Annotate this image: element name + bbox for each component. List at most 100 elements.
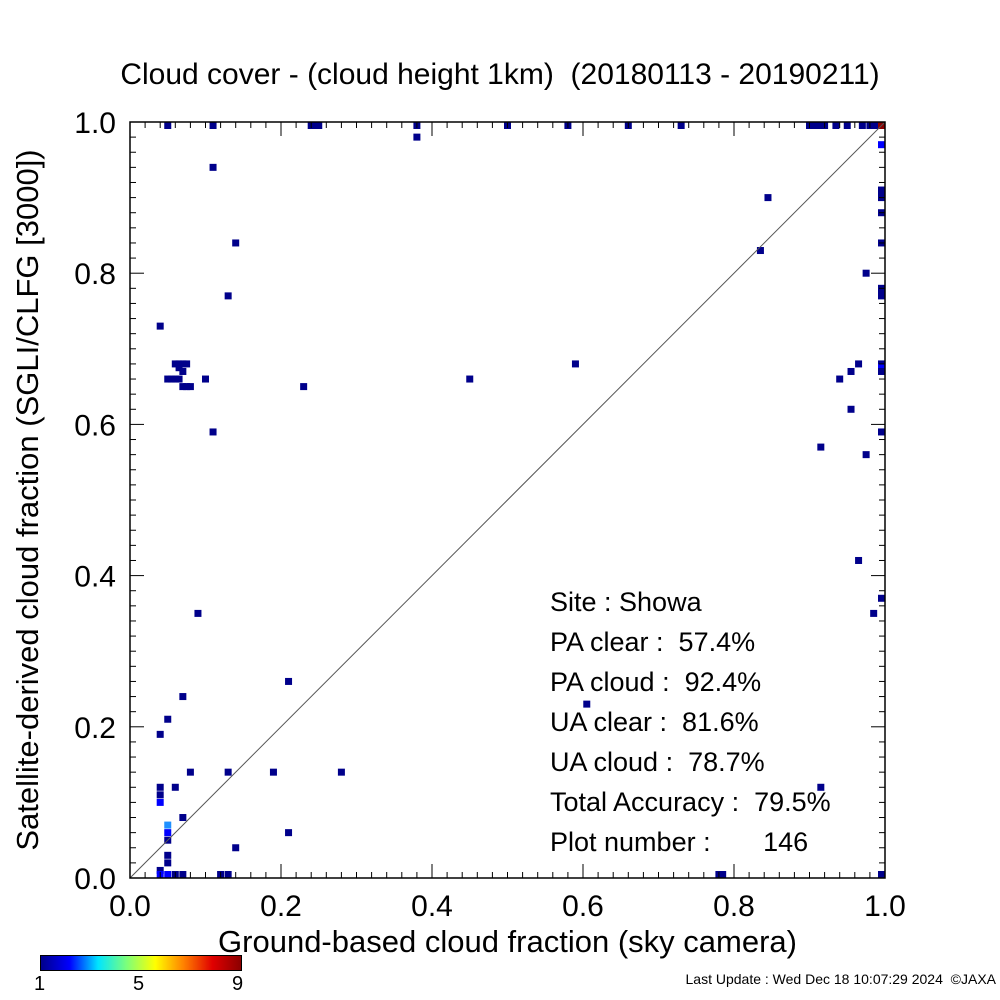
colorbar-tick-min: 1 [34,973,46,995]
data-point [677,122,685,129]
data-point [878,190,885,198]
data-point [175,375,183,383]
data-point [156,783,164,791]
data-point [764,194,772,202]
data-point [719,871,727,878]
data-point [878,428,885,436]
data-point [156,798,164,806]
data-point [179,814,187,822]
data-point [175,364,183,372]
data-point [209,163,217,171]
data-point [300,383,308,391]
data-point [164,829,172,837]
y-tick-label: 0.0 [74,863,116,896]
colorbar-tick-mid: 5 [133,973,145,995]
data-point [862,451,870,459]
data-point [878,141,885,149]
data-point [186,768,194,776]
site-label: Site : Showa [550,587,702,617]
total-accuracy: Total Accuracy : 79.5% [550,787,831,817]
data-point [583,700,591,708]
data-point [179,383,187,391]
data-point [873,122,881,129]
data-point [809,122,817,129]
data-point [413,133,421,141]
data-point [870,609,878,617]
data-point [164,715,172,723]
data-point [224,768,232,776]
data-point [466,375,474,383]
data-point [164,859,172,867]
data-point [817,122,825,129]
data-point [817,443,825,451]
data-point [232,239,240,247]
data-point [202,375,209,383]
data-point [855,360,863,368]
data-point [224,292,232,300]
data-point [832,122,840,129]
data-point [156,730,164,738]
data-point [756,247,764,255]
data-point [878,292,885,300]
data-point [183,360,191,368]
data-point [179,693,187,701]
data-point [164,821,172,829]
data-point [285,829,293,837]
x-tick-label: 0.2 [260,890,302,923]
colorbar [40,955,242,971]
data-point [179,360,187,368]
data-point [164,122,172,129]
x-tick-label: 0.0 [109,890,151,923]
last-update-footer: Last Update : Wed Dec 18 10:07:29 2024 ©… [685,971,996,987]
y-tick-label: 0.2 [74,712,116,745]
data-point [878,288,885,296]
data-point [862,269,870,277]
data-point [855,556,863,564]
data-point [175,360,183,368]
data-point [311,122,319,129]
pa-cloud: PA cloud : 92.4% [550,667,762,697]
data-point [870,122,878,129]
data-point [817,783,825,791]
data-point [224,871,232,878]
data-point [847,405,855,413]
data-point [878,871,885,878]
data-point [858,122,866,129]
data-point [209,122,217,129]
y-tick-label: 0.6 [74,409,116,442]
data-point [164,375,172,383]
data-point [209,428,217,436]
data-point [156,866,164,874]
data-point [164,851,172,859]
data-point [171,783,179,791]
x-tick-label: 0.4 [411,890,453,923]
data-point [156,791,164,799]
data-point [171,360,179,368]
chart-title: Cloud cover - (cloud height 1km) (201801… [120,58,880,91]
data-point [164,871,172,878]
data-point [878,367,885,375]
y-tick-label: 0.4 [74,561,116,594]
axis-ticks: 0.0 0.2 0.4 0.6 0.8 1.0 0.0 0.2 0.4 0.6 0.8 1.0 [74,107,906,923]
data-point [878,364,885,372]
stats-panel: Site : Showa PA clear : 57.4% PA cloud :… [550,582,831,862]
data-point [571,360,579,368]
y-tick-label: 0.8 [74,258,116,291]
data-point [285,677,293,685]
x-axis-label: Ground-based cloud fraction (sky camera) [218,924,797,959]
data-point [179,871,187,878]
one-to-one-line [129,121,886,879]
data-point [878,594,885,602]
plot-number: Plot number : 146 [550,827,809,857]
pa-clear: PA clear : 57.4% [550,627,756,657]
data-point [337,768,345,776]
data-point [168,375,176,383]
data-point [186,383,194,391]
x-tick-label: 0.8 [713,890,755,923]
colorbar-tick-max: 9 [232,973,244,995]
data-point [179,367,187,375]
data-point [836,375,844,383]
data-point [232,844,240,852]
data-point [847,367,855,375]
